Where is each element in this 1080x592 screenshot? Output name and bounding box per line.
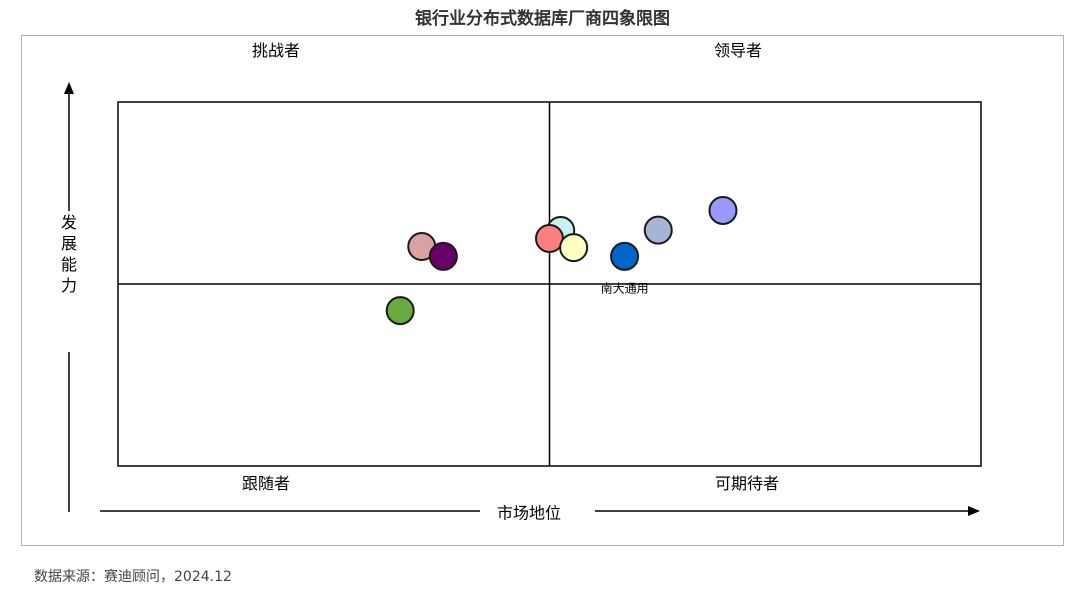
y-axis-label-char: 展 (61, 234, 77, 253)
data-point-label: 南大通用 (601, 280, 649, 295)
x-axis-arrowhead (968, 506, 980, 516)
data-point (535, 224, 564, 253)
y-axis-label-char: 发 (61, 213, 77, 232)
data-point (708, 195, 738, 225)
points-layer: 南大通用 (385, 195, 738, 326)
data-point (643, 215, 673, 245)
data-point (610, 241, 640, 271)
x-axis-label: 市场地位 (497, 504, 561, 523)
data-point (559, 233, 589, 263)
data-point (385, 296, 415, 326)
data-point (428, 241, 458, 271)
source-note: 数据来源：赛迪顾问，2024.12 (34, 569, 232, 585)
quadrant-label-bottom-left: 跟随者 (242, 474, 290, 493)
quadrant-label-top-left: 挑战者 (252, 41, 300, 60)
chart-title: 银行业分布式数据库厂商四象限图 (415, 9, 670, 29)
quadrant-label-top-right: 领导者 (714, 41, 762, 60)
y-axis-label-char: 能 (61, 255, 77, 274)
y-axis-arrowhead (64, 82, 74, 94)
chart-frame: 挑战者 领导者 跟随者 可期待者 发展能力 市场地位 南大通用 (21, 35, 1064, 546)
y-axis-label-char: 力 (61, 276, 77, 295)
quadrant-label-bottom-right: 可期待者 (715, 474, 779, 493)
